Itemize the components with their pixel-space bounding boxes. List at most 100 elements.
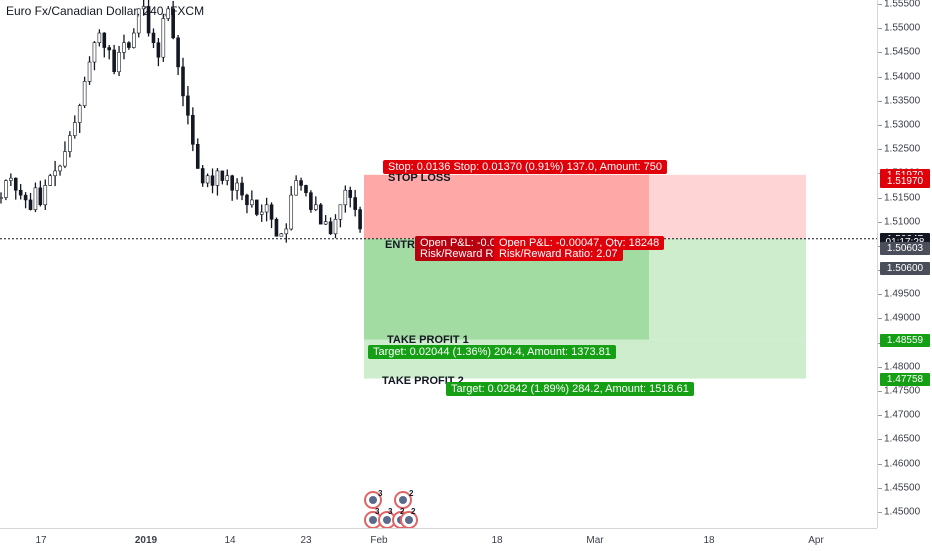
candle-body — [200, 168, 205, 184]
candle-body — [171, 8, 175, 39]
time-tick-label: 18 — [491, 535, 503, 546]
price-tag: 1.50600 — [880, 261, 930, 275]
candle-body — [191, 114, 195, 145]
candle-body — [13, 177, 18, 191]
candle-body — [215, 170, 220, 186]
take-profit-1-label: TAKE PROFIT 1 — [387, 333, 469, 346]
candle-body — [132, 32, 136, 48]
open-pnl-box-b[interactable]: Open P&L: -0.00047, Qty: 18248 — [494, 235, 665, 250]
event-count: 3 — [378, 489, 383, 498]
candle-body — [92, 42, 97, 63]
time-tick-label: Feb — [370, 535, 388, 546]
time-tick-label: 2019 — [134, 535, 158, 546]
time-axis[interactable]: 17 2019 14 23 Feb 18 Mar 18 Apr — [0, 528, 877, 551]
price-tick-mark — [878, 391, 882, 393]
price-tick-mark — [878, 52, 882, 54]
event-icon[interactable] — [364, 491, 382, 509]
price-tick-label: 1.46000 — [884, 458, 921, 470]
candle-body — [97, 32, 102, 44]
candle-body — [33, 187, 38, 210]
candle-body — [87, 61, 92, 82]
price-tick-mark — [878, 512, 882, 513]
candle-body — [161, 18, 166, 58]
price-tag: 1.51970 — [880, 175, 930, 189]
event-count: 3 — [375, 507, 380, 516]
candle-body — [4, 180, 8, 198]
candle-body — [348, 189, 353, 198]
candle-body — [107, 47, 112, 51]
candle-body — [102, 32, 107, 48]
candle-body — [294, 180, 298, 196]
price-tick-mark — [878, 221, 882, 223]
price-tick-label: 1.51500 — [884, 192, 921, 204]
price-tick-mark — [878, 439, 882, 441]
candle-body — [328, 221, 333, 235]
time-tick-label: 23 — [300, 535, 312, 546]
candle-body — [58, 165, 62, 172]
risk-reward-box-b[interactable]: Risk/Reward Ratio: 2.07 — [494, 246, 623, 261]
candle-body — [181, 66, 185, 97]
price-tick-mark — [878, 100, 882, 102]
candle-body — [28, 199, 33, 210]
candle-body — [274, 218, 279, 237]
stop-zone-extension[interactable] — [649, 174, 806, 239]
price-tick-label: 1.54500 — [884, 46, 921, 58]
candle-body — [254, 199, 259, 215]
candle-body — [220, 170, 225, 181]
candle-body — [314, 204, 318, 210]
price-tick-mark — [878, 318, 882, 320]
event-count: 2 — [400, 507, 405, 516]
price-tick-mark — [878, 294, 882, 296]
stop-zone[interactable] — [364, 174, 649, 239]
stop-loss-label: STOP LOSS — [388, 171, 451, 184]
candle-body — [48, 175, 52, 186]
candle-body — [279, 233, 284, 237]
target-2-box[interactable]: Target: 0.02842 (1.89%) 284.2, Amount: 1… — [446, 381, 694, 396]
candle-body — [186, 95, 190, 116]
event-icon[interactable] — [394, 491, 412, 509]
candle-body — [72, 122, 77, 136]
candle-body — [250, 199, 254, 206]
event-count: 3 — [388, 507, 393, 516]
candle-body — [122, 42, 126, 53]
price-tick-label: 1.46500 — [884, 433, 921, 445]
time-tick-label: Mar — [586, 535, 604, 546]
price-tick-label: 1.53000 — [884, 119, 921, 131]
price-tick-mark — [878, 463, 882, 465]
target-1-box[interactable]: Target: 0.02044 (1.36%) 204.4, Amount: 1… — [368, 344, 616, 359]
price-tick-label: 1.51000 — [884, 216, 921, 228]
candle-body — [53, 170, 57, 177]
candle-body — [63, 151, 67, 167]
profit-zone-1-extension[interactable] — [649, 238, 806, 340]
time-tick-label: 18 — [703, 535, 715, 546]
price-tick-mark — [878, 28, 882, 30]
candle-body — [68, 135, 72, 152]
candle-body — [117, 52, 121, 73]
candle-body — [127, 42, 131, 48]
candle-body — [195, 144, 200, 169]
price-tag: 1.48559 — [880, 333, 930, 347]
candle-body — [166, 8, 171, 19]
candle-body — [333, 218, 338, 235]
price-tag: 1.50603 — [880, 242, 930, 256]
price-tick-label: 1.48000 — [884, 361, 921, 373]
price-tick-label: 1.49500 — [884, 288, 921, 300]
price-tick-label: 1.53500 — [884, 95, 921, 107]
price-tick-label: 1.52500 — [884, 143, 921, 155]
candle-body — [38, 187, 43, 206]
stop-info-box[interactable]: Stop: 0.0136 Stop: 0.01370 (0.91%) 137.0… — [383, 159, 667, 174]
candle-body — [230, 175, 234, 191]
candle-body — [318, 204, 323, 225]
candle-body — [245, 194, 249, 206]
candle-body — [136, 8, 141, 34]
price-tick-label: 1.55500 — [884, 0, 921, 10]
price-tick-mark — [878, 124, 882, 126]
price-tick-label: 1.47000 — [884, 409, 921, 421]
candle-body — [176, 37, 180, 68]
entry-label: ENTRY — [385, 238, 422, 251]
candle-body — [299, 180, 303, 186]
candle-body — [284, 228, 289, 235]
candle-body — [309, 192, 313, 210]
event-count: 2 — [411, 507, 416, 516]
